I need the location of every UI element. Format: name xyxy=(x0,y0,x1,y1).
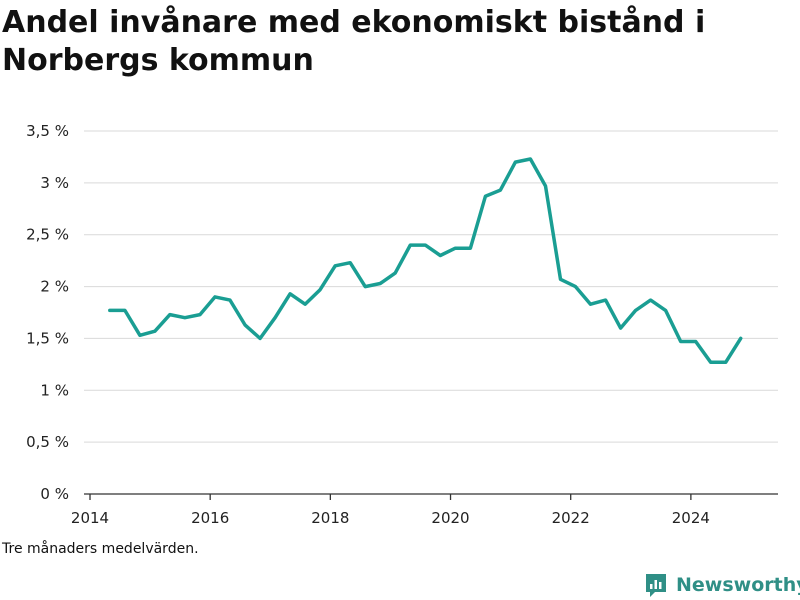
y-tick-label: 2 % xyxy=(40,278,69,296)
x-tick-label: 2014 xyxy=(71,509,109,527)
y-tick-label: 2,5 % xyxy=(26,226,69,244)
y-tick-label: 1,5 % xyxy=(26,329,69,347)
y-tick-label: 1 % xyxy=(40,381,69,399)
series-line xyxy=(108,157,743,365)
x-tick-label: 2016 xyxy=(191,509,229,527)
x-tick-labels: 2014 2016 2018 2020 2022 2024 xyxy=(71,509,710,527)
y-tick-labels: 0 % 0,5 % 1 % 1,5 % 2 % 2,5 % 3 % 3,5 % xyxy=(26,122,69,503)
y-tick-label: 3 % xyxy=(40,174,69,192)
x-axis xyxy=(84,493,778,500)
x-tick-label: 2018 xyxy=(311,509,349,527)
y-tick-label: 0 % xyxy=(40,485,69,503)
x-tick-label: 2022 xyxy=(552,509,590,527)
y-tick-label: 0,5 % xyxy=(26,433,69,451)
grid-lines xyxy=(84,130,778,443)
series-layer xyxy=(108,157,743,365)
chart-title: Andel invånare med ekonomiskt bistånd i … xyxy=(2,5,706,78)
y-tick-label: 3,5 % xyxy=(26,122,69,140)
brand-logo[interactable]: Newsworthy xyxy=(644,570,800,600)
footnote: Tre månaders medelvärden. xyxy=(2,541,199,557)
x-tick-label: 2024 xyxy=(672,509,710,527)
newsworthy-icon xyxy=(646,574,666,597)
x-tick-label: 2020 xyxy=(431,509,469,527)
brand-name: Newsworthy xyxy=(676,574,800,596)
